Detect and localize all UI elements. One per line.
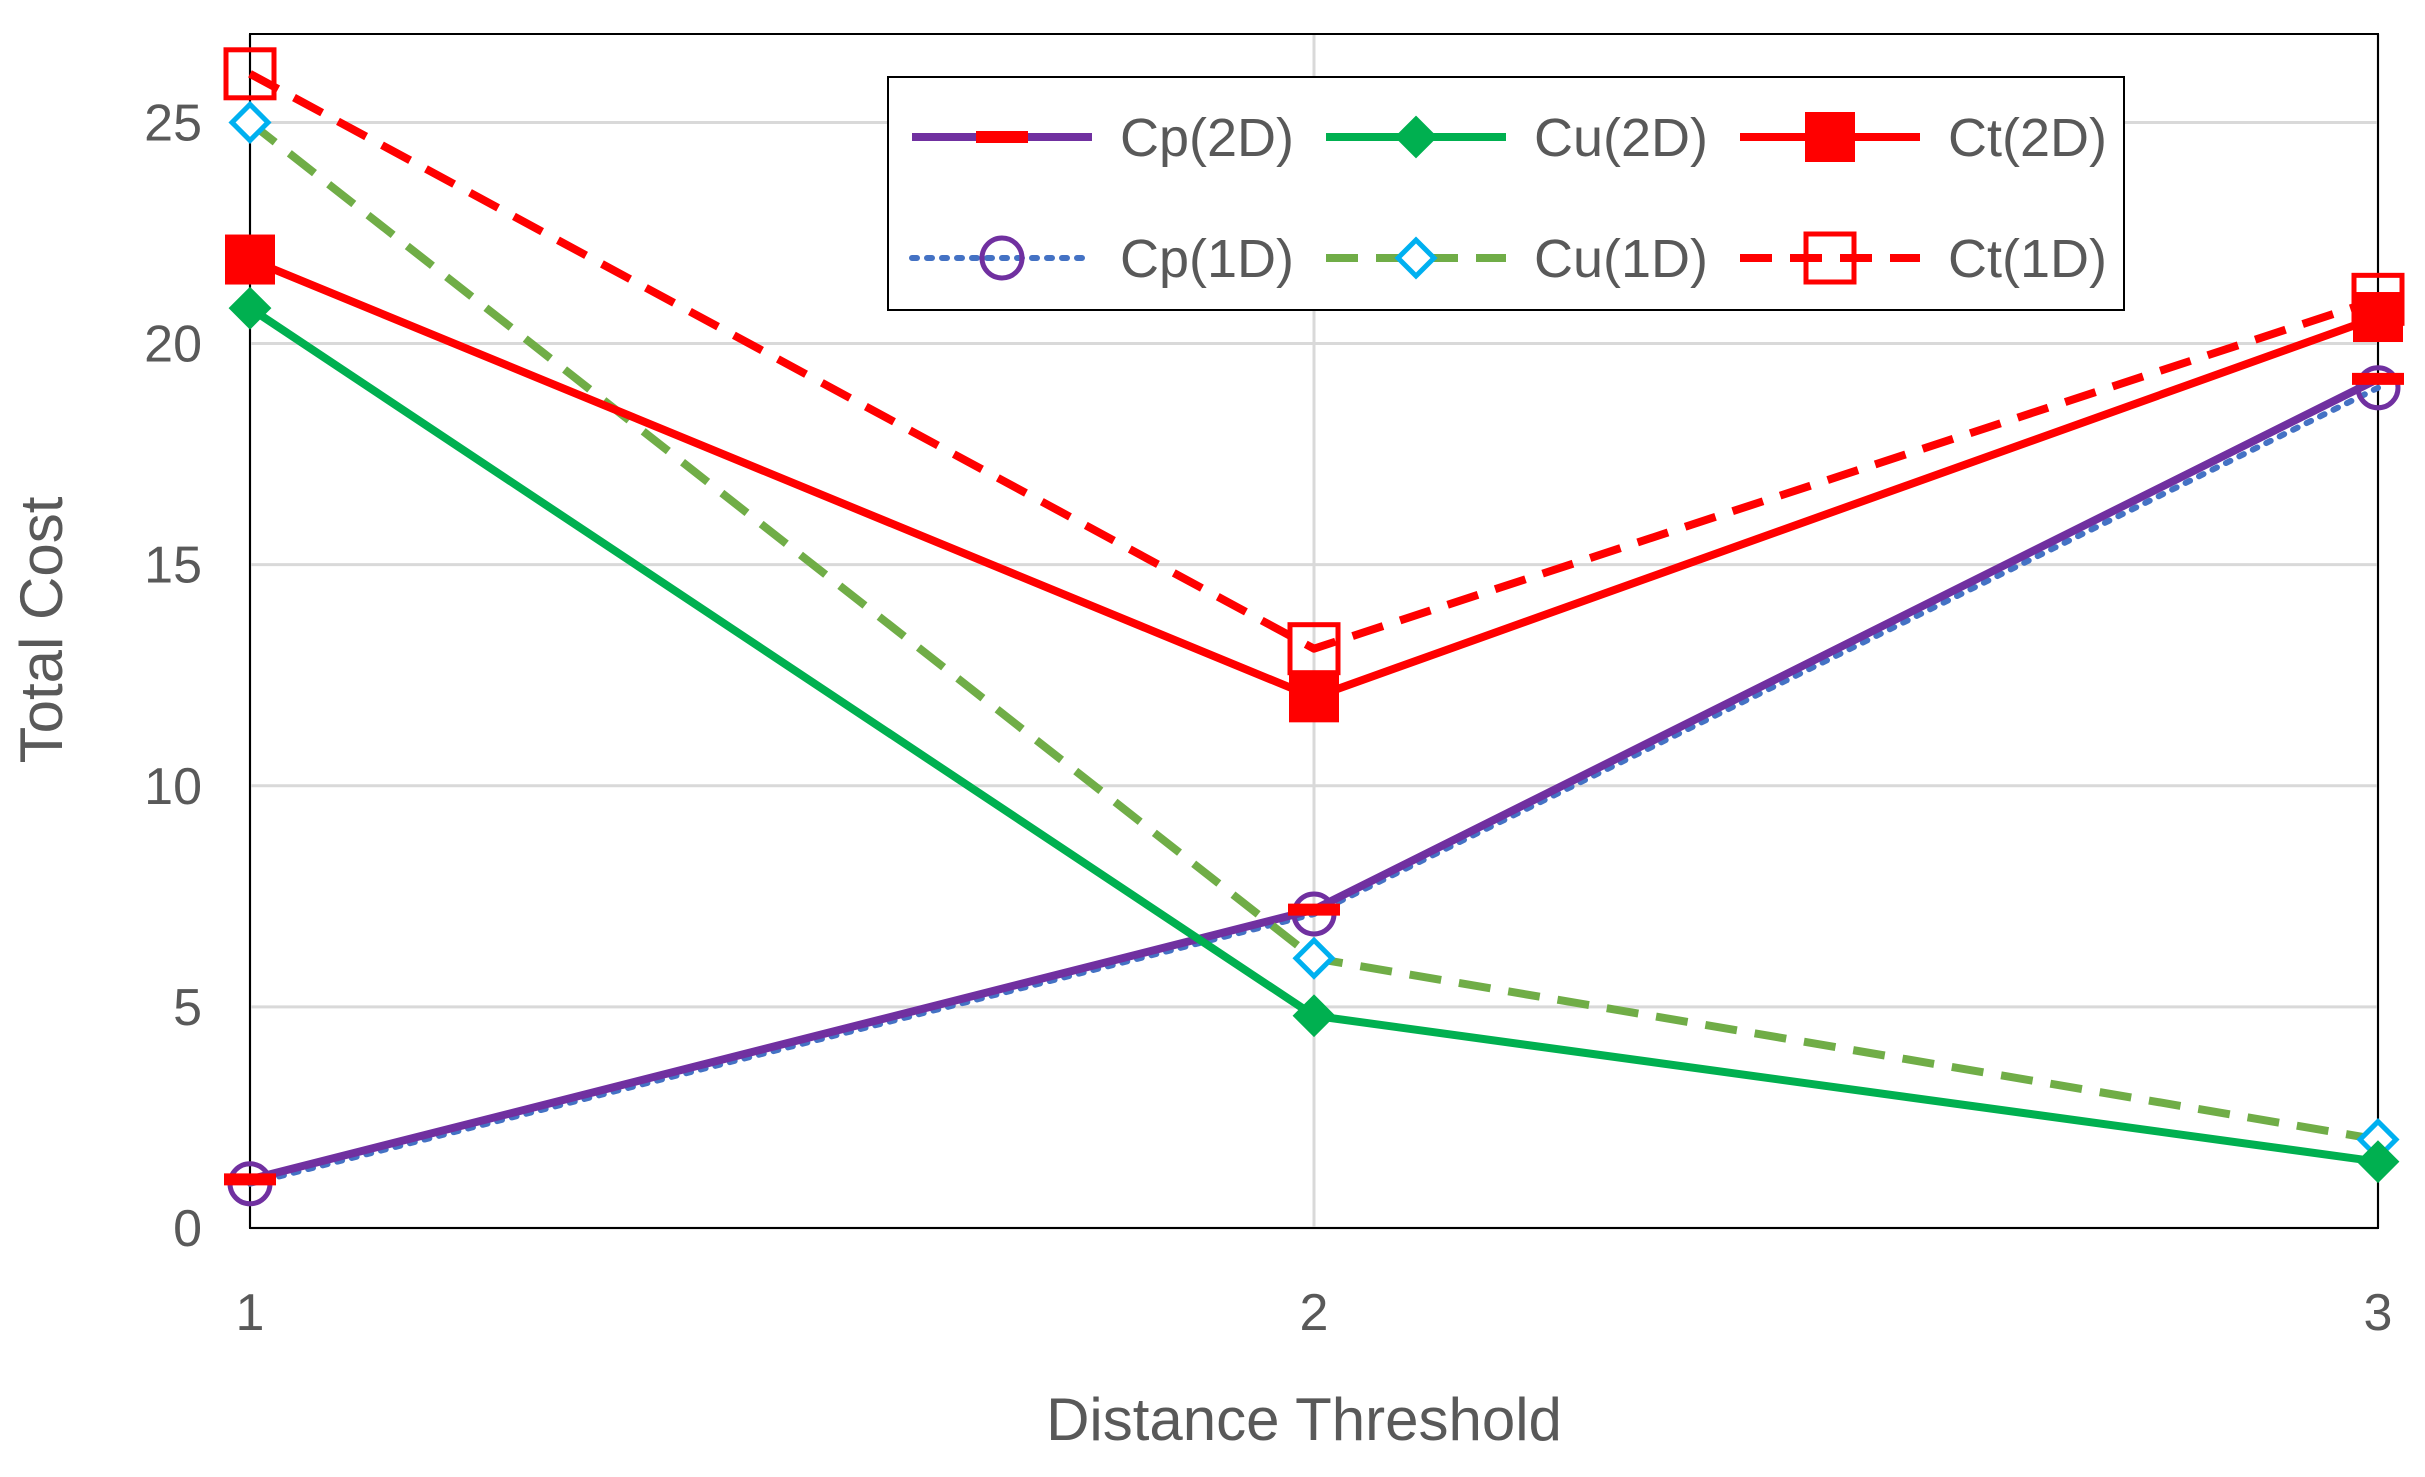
y-axis-title: Total Cost bbox=[8, 496, 75, 763]
data-point-Cu(1D) bbox=[1292, 936, 1336, 980]
legend-label-Ct(2D): Ct(2D) bbox=[1948, 108, 2107, 168]
legend-marker-Cp(1D) bbox=[979, 235, 1025, 281]
data-point-Cu(2D) bbox=[228, 286, 272, 330]
plot-area-border bbox=[249, 33, 2379, 1229]
y-tick-label: 0 bbox=[173, 1200, 202, 1258]
legend-label-Ct(1D): Ct(1D) bbox=[1948, 229, 2107, 289]
legend-label-Cu(2D): Cu(2D) bbox=[1534, 108, 1708, 168]
legend-box bbox=[887, 76, 2125, 311]
y-tick-label: 5 bbox=[173, 979, 202, 1037]
y-tick-label: 20 bbox=[144, 316, 202, 374]
legend-label-Cu(1D): Cu(1D) bbox=[1534, 229, 1708, 289]
data-point-Ct(2D) bbox=[1289, 672, 1339, 723]
x-tick-label: 3 bbox=[2364, 1284, 2393, 1342]
tick-labels: 0 5 10 15 20 25 1 2 3 bbox=[144, 94, 2392, 1342]
legend-marker-Ct(2D) bbox=[1805, 112, 1855, 162]
x-tick-label: 1 bbox=[236, 1284, 265, 1342]
legend-marker-Cu(2D) bbox=[1394, 115, 1438, 159]
legend-marker-Cu(1D) bbox=[1394, 236, 1438, 280]
data-point-Ct(2D) bbox=[2353, 292, 2403, 343]
series-line-Ct(1D) bbox=[248, 70, 2380, 653]
data-point-Cu(1D) bbox=[228, 100, 272, 144]
x-axis-title: Distance Threshold bbox=[1046, 1386, 1562, 1453]
y-tick-label: 15 bbox=[144, 537, 202, 595]
legend: Cp(2D) Cu(2D) Ct(2D) Cp(1D) Cu(1D) Ct(1D) bbox=[887, 76, 2125, 311]
data-point-Ct(2D) bbox=[225, 234, 275, 285]
legend-marker-Ct(1D) bbox=[1803, 231, 1857, 285]
data-point-Cu(2D) bbox=[2356, 1140, 2400, 1184]
data-point-Ct(1D) bbox=[223, 47, 277, 101]
x-tick-label: 2 bbox=[1300, 1284, 1329, 1342]
y-tick-label: 25 bbox=[144, 94, 202, 152]
legend-label-Cp(2D): Cp(2D) bbox=[1120, 108, 1294, 168]
data-point-Cp(1D) bbox=[2355, 365, 2401, 411]
y-tick-label: 10 bbox=[144, 758, 202, 816]
data-point-Cu(2D) bbox=[1292, 994, 1336, 1038]
series-markers bbox=[223, 47, 2405, 1207]
legend-label-Cp(1D): Cp(1D) bbox=[1120, 229, 1294, 289]
